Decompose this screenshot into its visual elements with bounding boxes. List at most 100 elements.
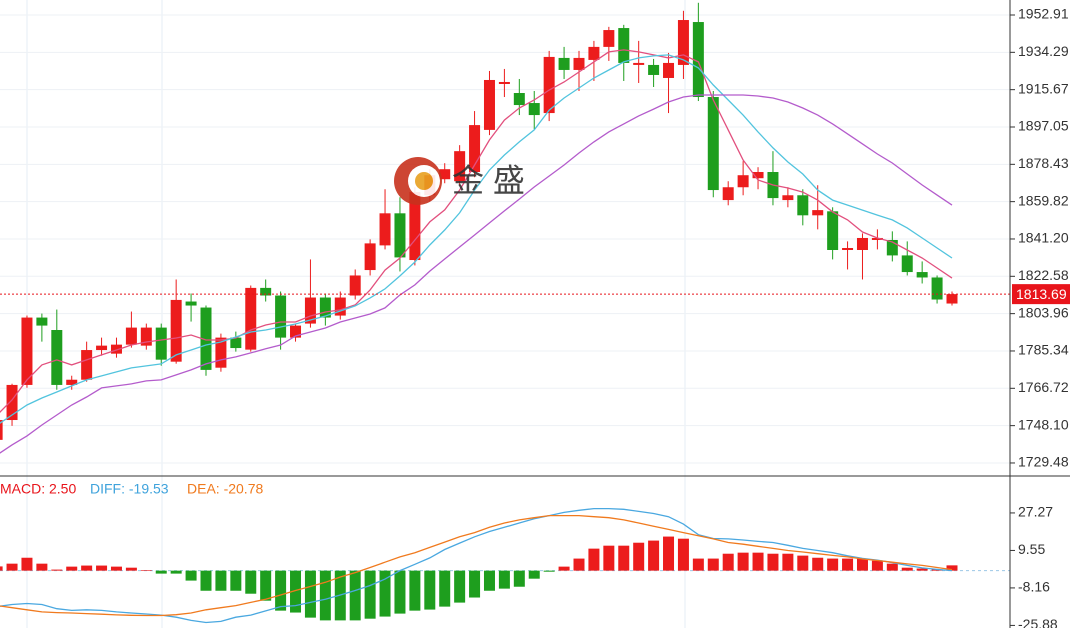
macd-bar <box>603 545 615 571</box>
y-tick-label: 1841.20 <box>1018 230 1069 246</box>
line-series <box>0 54 953 424</box>
macd-bar <box>842 558 854 571</box>
y-tick-label: 1859.82 <box>1018 192 1069 208</box>
y-tick-label: 1729.48 <box>1018 454 1069 470</box>
macd-bar <box>66 566 78 571</box>
macd-bar <box>573 558 585 571</box>
macd-bar <box>528 570 540 579</box>
macd-bar <box>230 570 242 591</box>
macd-bar <box>125 567 137 571</box>
line-series <box>0 94 953 454</box>
macd-bar <box>245 570 257 594</box>
macd-bar <box>170 570 182 574</box>
candle-body <box>36 317 48 326</box>
candle-body <box>66 379 78 385</box>
candle-body <box>409 192 421 261</box>
macd-bar <box>886 563 898 571</box>
line-series <box>0 49 953 414</box>
macd-bar <box>812 557 824 571</box>
candle-body <box>0 420 3 440</box>
candle-body <box>722 187 734 201</box>
macd-bar <box>6 563 18 571</box>
candle-body <box>170 299 182 362</box>
candle-body <box>558 57 570 70</box>
candle-body <box>752 172 764 179</box>
macd-bar <box>260 570 272 601</box>
y-tick-label: 1952.91 <box>1018 6 1069 22</box>
macd-bar <box>96 565 108 571</box>
y-tick-label: 1897.05 <box>1018 118 1069 134</box>
candle-body <box>110 344 122 354</box>
candle-body <box>692 22 704 98</box>
y-tick-label: 1785.34 <box>1018 342 1069 358</box>
candle-body <box>215 337 227 368</box>
macd-bar <box>469 570 481 598</box>
candle-body <box>200 307 212 370</box>
candle-body <box>304 297 316 324</box>
y-tick-label: 1878.43 <box>1018 155 1069 171</box>
candle-body <box>125 327 137 345</box>
watermark: 金 盛 <box>394 157 525 205</box>
macd-bar <box>349 570 361 621</box>
candle-body <box>871 237 883 240</box>
macd-bar <box>155 570 167 574</box>
macd-bar <box>782 553 794 571</box>
candle-body <box>901 255 913 273</box>
macd-bar <box>677 538 689 571</box>
macd-bar <box>797 555 809 571</box>
macd-bar <box>737 552 749 571</box>
macd-bar <box>633 542 645 571</box>
candle-body <box>812 210 824 216</box>
macd-bar <box>722 553 734 571</box>
candle-body <box>275 295 287 338</box>
macd-bar <box>409 570 421 611</box>
macd-bar <box>140 570 152 571</box>
macd-bar <box>454 570 466 603</box>
candle-body <box>663 62 675 78</box>
y-tick-label: 1766.72 <box>1018 379 1069 395</box>
macd-bar <box>110 566 122 571</box>
macd-bar <box>81 565 93 571</box>
candle-body <box>797 195 809 216</box>
macd-bar <box>21 557 33 571</box>
candle-body <box>96 345 108 351</box>
macd-bar <box>663 536 675 571</box>
candle-body <box>245 287 257 350</box>
candle-body <box>677 20 689 65</box>
candle-body <box>290 325 302 338</box>
macd-bar <box>901 567 913 571</box>
candle-body <box>513 93 525 106</box>
candle-body <box>81 350 93 380</box>
macd-bar <box>483 570 495 591</box>
candle-body <box>842 247 854 251</box>
candle-body <box>603 30 615 47</box>
macd-bar <box>36 563 48 571</box>
macd-bar <box>648 540 660 571</box>
candle-body <box>946 294 958 304</box>
candle-body <box>140 327 152 346</box>
macd-bar <box>215 570 227 591</box>
candle-body <box>379 213 391 246</box>
y-tick-label: 1822.58 <box>1018 267 1069 283</box>
y-tick-label: 27.27 <box>1018 504 1053 520</box>
candle-body <box>498 81 510 84</box>
y-tick-label: 1803.96 <box>1018 304 1069 320</box>
candle-body <box>394 213 406 258</box>
macd-bar <box>319 570 331 621</box>
macd-bar <box>379 570 391 617</box>
y-tick-label: 1915.67 <box>1018 80 1069 96</box>
candle-body <box>155 327 167 360</box>
y-tick-label: 9.55 <box>1018 541 1045 557</box>
candle-body <box>6 384 18 421</box>
line-series <box>0 507 953 624</box>
candle-body <box>633 62 645 65</box>
macd-bar <box>558 566 570 571</box>
macd-bar <box>856 558 868 571</box>
watermark-text: 金 盛 <box>452 162 525 198</box>
macd-bar <box>618 545 630 571</box>
candle-body <box>319 297 331 318</box>
macd-bar <box>304 570 316 618</box>
last-price-label: 1813.69 <box>1016 286 1067 302</box>
y-tick-label: 1748.10 <box>1018 416 1069 432</box>
